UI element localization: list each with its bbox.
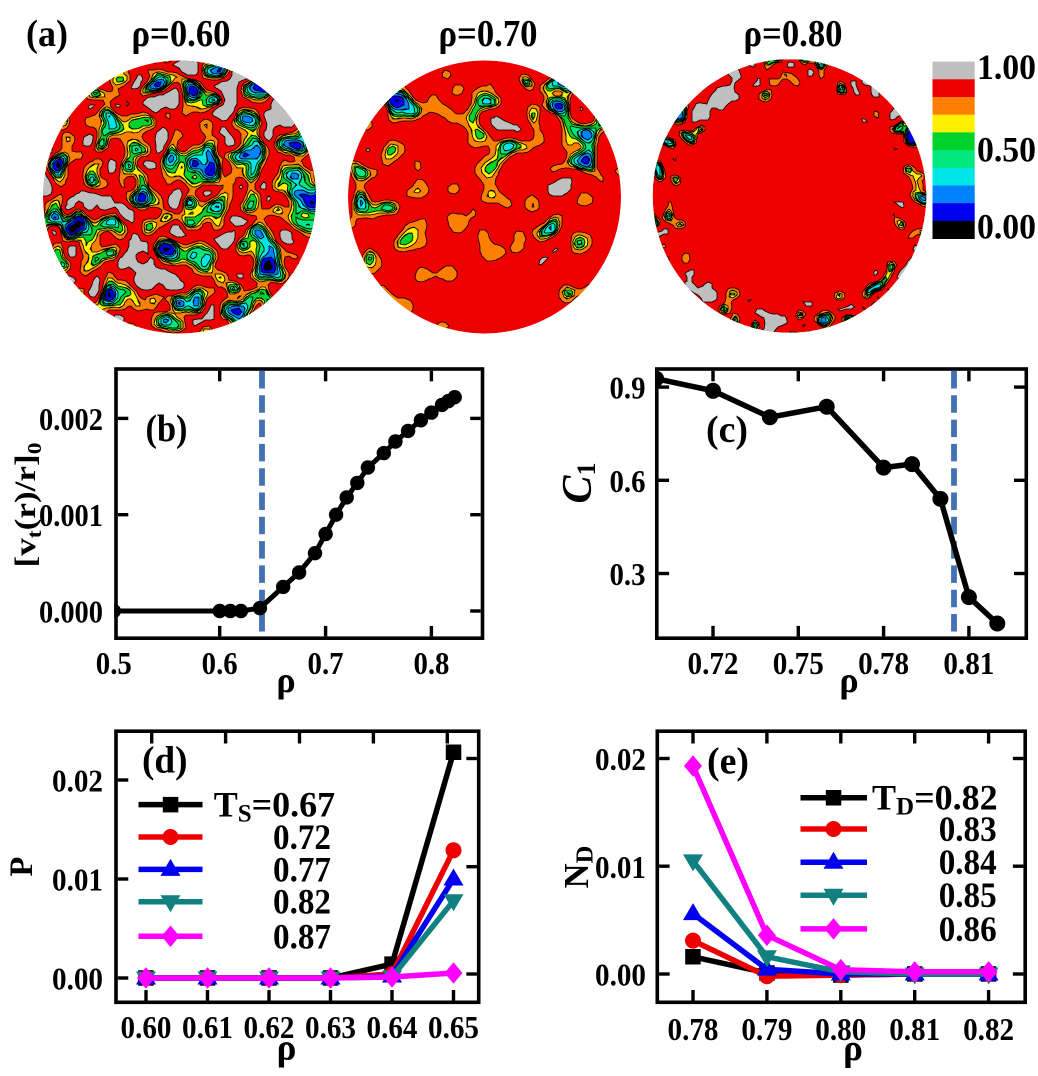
svg-text:0.75: 0.75: [773, 645, 824, 681]
svg-text:0.72: 0.72: [688, 645, 739, 681]
svg-text:0.02: 0.02: [52, 763, 103, 799]
svg-text:0.62: 0.62: [244, 1009, 295, 1045]
svg-text:0.001: 0.001: [39, 497, 103, 533]
svg-text:(c): (c): [706, 409, 748, 451]
svg-text:0.02: 0.02: [595, 741, 646, 777]
svg-text:0.6: 0.6: [202, 645, 238, 681]
svg-text:1.00: 1.00: [977, 47, 1036, 87]
svg-text:0.81: 0.81: [943, 645, 994, 681]
svg-text:0.87: 0.87: [273, 916, 331, 956]
svg-text:(a): (a): [26, 13, 68, 55]
svg-text:P: P: [4, 857, 40, 877]
svg-text:0.50: 0.50: [977, 129, 1036, 169]
svg-text:TD=0.82: TD=0.82: [872, 778, 998, 821]
svg-text:0.82: 0.82: [273, 882, 331, 922]
svg-text:0.3: 0.3: [610, 556, 646, 592]
svg-text:0.64: 0.64: [367, 1009, 418, 1045]
svg-text:ρ: ρ: [843, 1028, 863, 1069]
svg-text:0.82: 0.82: [963, 1011, 1014, 1047]
svg-text:0.80: 0.80: [815, 1011, 866, 1047]
svg-text:0.78: 0.78: [858, 645, 909, 681]
svg-text:0.84: 0.84: [939, 842, 997, 882]
svg-text:(d): (d): [142, 740, 188, 782]
svg-text:(b): (b): [146, 408, 188, 450]
svg-text:0.9: 0.9: [610, 370, 646, 406]
svg-text:0.01: 0.01: [52, 862, 103, 898]
svg-text:0.002: 0.002: [39, 401, 103, 437]
svg-text:ρ=0.80: ρ=0.80: [744, 13, 843, 55]
svg-text:(e): (e): [707, 741, 749, 783]
svg-text:0.61: 0.61: [182, 1009, 233, 1045]
svg-text:0.7: 0.7: [308, 645, 344, 681]
svg-text:0.86: 0.86: [939, 909, 997, 949]
svg-text:0.000: 0.000: [39, 594, 103, 630]
svg-text:ρ=0.60: ρ=0.60: [132, 13, 231, 55]
svg-text:0.00: 0.00: [595, 957, 646, 993]
svg-text:ρ: ρ: [276, 660, 295, 700]
svg-text:0.5: 0.5: [96, 645, 132, 681]
svg-text:[vt(r)/r]0: [vt(r)/r]0: [9, 443, 46, 568]
svg-text:ρ=0.70: ρ=0.70: [439, 13, 538, 55]
svg-text:0.63: 0.63: [305, 1009, 356, 1045]
svg-text:0.8: 0.8: [413, 645, 449, 681]
svg-text:TS=0.67: TS=0.67: [214, 785, 335, 828]
svg-text:0.83: 0.83: [939, 809, 997, 849]
svg-text:0.00: 0.00: [977, 206, 1036, 246]
svg-text:0.77: 0.77: [273, 849, 331, 889]
svg-text:0.01: 0.01: [595, 849, 646, 885]
svg-text:0.78: 0.78: [668, 1011, 719, 1047]
svg-text:0.72: 0.72: [273, 817, 331, 857]
svg-text:ρ: ρ: [839, 660, 858, 700]
svg-text:0.81: 0.81: [889, 1011, 940, 1047]
svg-text:0.60: 0.60: [121, 1009, 172, 1045]
svg-text:0.6: 0.6: [610, 463, 646, 499]
svg-text:0.65: 0.65: [428, 1009, 479, 1045]
svg-text:ρ: ρ: [277, 1028, 297, 1069]
svg-text:0.79: 0.79: [741, 1011, 792, 1047]
svg-text:0.85: 0.85: [939, 875, 997, 915]
svg-text:0.00: 0.00: [52, 961, 103, 997]
